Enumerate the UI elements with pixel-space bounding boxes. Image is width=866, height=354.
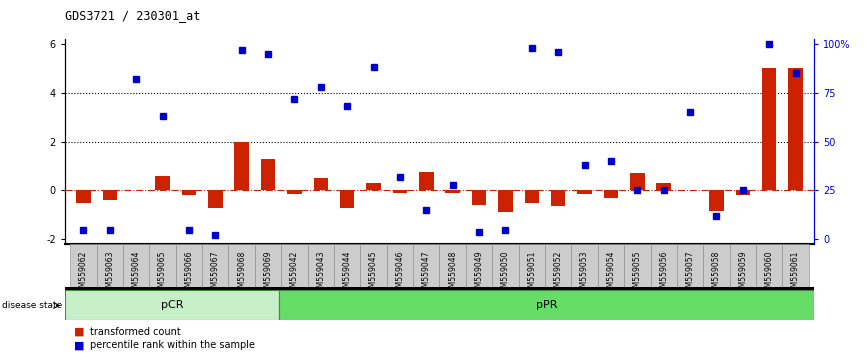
Text: disease state: disease state	[2, 301, 62, 310]
Text: GSM559052: GSM559052	[553, 251, 563, 297]
Bar	[255, 244, 281, 289]
Text: GSM559053: GSM559053	[580, 251, 589, 297]
Bar	[313, 178, 328, 190]
Bar	[97, 244, 123, 289]
Text: ■: ■	[74, 327, 84, 337]
Bar	[735, 190, 750, 195]
Bar	[525, 190, 539, 203]
Text: GSM559063: GSM559063	[106, 251, 114, 297]
Bar	[445, 190, 460, 193]
Text: GSM559050: GSM559050	[501, 251, 510, 297]
Bar	[545, 244, 572, 289]
Bar	[730, 244, 756, 289]
Bar	[155, 176, 170, 190]
Bar	[472, 190, 487, 205]
Text: GSM559044: GSM559044	[343, 251, 352, 297]
Bar	[551, 190, 565, 206]
Bar	[413, 244, 439, 289]
Text: GSM559067: GSM559067	[210, 251, 220, 297]
Bar	[288, 190, 301, 194]
Text: GSM559057: GSM559057	[686, 251, 695, 297]
Text: GSM559066: GSM559066	[184, 251, 193, 297]
Text: pPR: pPR	[536, 300, 557, 310]
Bar	[76, 190, 91, 203]
Bar	[334, 244, 360, 289]
Text: GSM559047: GSM559047	[422, 251, 430, 297]
Bar	[598, 244, 624, 289]
Text: GSM559065: GSM559065	[158, 251, 167, 297]
Bar	[782, 244, 809, 289]
Text: GSM559048: GSM559048	[449, 251, 457, 297]
Bar	[703, 244, 730, 289]
Bar	[366, 183, 381, 190]
Bar	[149, 244, 176, 289]
Text: GSM559051: GSM559051	[527, 251, 536, 297]
Text: GSM559049: GSM559049	[475, 251, 483, 297]
Text: percentile rank within the sample: percentile rank within the sample	[90, 340, 255, 350]
Text: GDS3721 / 230301_at: GDS3721 / 230301_at	[65, 9, 200, 22]
Text: GSM559069: GSM559069	[263, 251, 273, 297]
Bar	[208, 190, 223, 207]
Text: GSM559061: GSM559061	[791, 251, 800, 297]
Text: GSM559046: GSM559046	[396, 251, 404, 297]
Bar	[176, 244, 202, 289]
Bar	[466, 244, 492, 289]
Bar	[281, 244, 307, 289]
Text: GSM559043: GSM559043	[316, 251, 326, 297]
Text: ■: ■	[74, 340, 84, 350]
Bar	[202, 244, 229, 289]
Bar	[439, 244, 466, 289]
Text: GSM559062: GSM559062	[79, 251, 88, 297]
Text: GSM559042: GSM559042	[290, 251, 299, 297]
Bar	[102, 190, 117, 200]
Bar	[70, 244, 97, 289]
Text: GSM559058: GSM559058	[712, 251, 721, 297]
Bar	[279, 290, 814, 320]
Bar	[762, 68, 777, 190]
Bar	[709, 190, 724, 211]
Bar	[229, 244, 255, 289]
Bar	[182, 190, 197, 195]
Bar	[235, 142, 249, 190]
Text: GSM559045: GSM559045	[369, 251, 378, 297]
Bar	[604, 190, 618, 198]
Bar	[65, 290, 279, 320]
Bar	[392, 190, 407, 193]
Bar	[492, 244, 519, 289]
Text: GSM559055: GSM559055	[633, 251, 642, 297]
Bar	[677, 244, 703, 289]
Text: GSM559060: GSM559060	[765, 251, 773, 297]
Bar	[650, 244, 677, 289]
Text: transformed count: transformed count	[90, 327, 181, 337]
Bar	[360, 244, 387, 289]
Bar	[261, 159, 275, 190]
Bar	[307, 244, 334, 289]
Bar	[519, 244, 545, 289]
Text: GSM559059: GSM559059	[739, 251, 747, 297]
Text: GSM559068: GSM559068	[237, 251, 246, 297]
Bar	[387, 244, 413, 289]
Bar	[756, 244, 782, 289]
Bar	[572, 244, 598, 289]
Bar	[419, 172, 434, 190]
Text: GSM559054: GSM559054	[606, 251, 616, 297]
Text: GSM559064: GSM559064	[132, 251, 140, 297]
Bar	[340, 190, 354, 207]
Bar	[630, 173, 644, 190]
Bar	[498, 190, 513, 212]
Bar	[578, 190, 591, 194]
Bar	[123, 244, 149, 289]
Bar	[788, 68, 803, 190]
Bar	[624, 244, 650, 289]
Bar	[656, 183, 671, 190]
Text: GSM559056: GSM559056	[659, 251, 669, 297]
Text: pCR: pCR	[161, 300, 184, 310]
